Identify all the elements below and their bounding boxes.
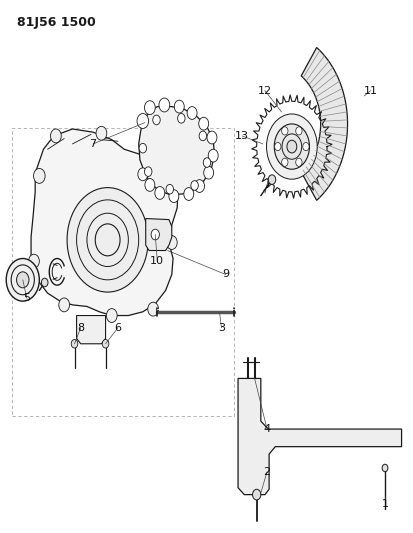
Circle shape: [137, 114, 148, 128]
Text: 8: 8: [77, 323, 84, 333]
Circle shape: [268, 175, 275, 184]
Circle shape: [59, 298, 69, 312]
Circle shape: [198, 117, 208, 130]
Text: 4: 4: [263, 424, 270, 434]
Circle shape: [266, 114, 316, 179]
Circle shape: [187, 107, 197, 119]
Text: 13: 13: [235, 131, 249, 141]
Circle shape: [174, 100, 184, 113]
Circle shape: [274, 142, 280, 151]
Text: 12: 12: [257, 86, 271, 95]
Circle shape: [28, 254, 39, 268]
Circle shape: [273, 124, 309, 169]
Circle shape: [203, 166, 213, 179]
Polygon shape: [301, 47, 347, 200]
Circle shape: [102, 340, 109, 348]
Circle shape: [138, 168, 147, 181]
Polygon shape: [76, 316, 105, 344]
Circle shape: [166, 236, 177, 249]
Circle shape: [50, 129, 61, 143]
Circle shape: [144, 101, 155, 115]
Circle shape: [106, 309, 117, 322]
Polygon shape: [237, 378, 401, 495]
Polygon shape: [31, 129, 178, 316]
Circle shape: [71, 340, 78, 348]
Text: 9: 9: [221, 270, 229, 279]
Circle shape: [177, 114, 185, 123]
Circle shape: [145, 179, 154, 191]
Text: 3: 3: [218, 323, 224, 333]
Text: 1: 1: [381, 499, 387, 508]
Circle shape: [295, 158, 301, 166]
Polygon shape: [145, 219, 171, 251]
Circle shape: [295, 127, 301, 135]
Circle shape: [144, 167, 152, 176]
Circle shape: [286, 140, 296, 153]
Text: 7: 7: [89, 139, 97, 149]
Circle shape: [152, 115, 160, 125]
Circle shape: [199, 131, 206, 141]
Circle shape: [302, 142, 309, 151]
Circle shape: [17, 272, 29, 288]
Circle shape: [183, 188, 193, 200]
Text: 81J56 1500: 81J56 1500: [17, 16, 95, 29]
Circle shape: [170, 180, 181, 193]
Circle shape: [381, 464, 387, 472]
Text: 5: 5: [24, 294, 30, 303]
Circle shape: [6, 259, 39, 301]
Circle shape: [33, 168, 45, 183]
Circle shape: [206, 131, 216, 144]
Circle shape: [281, 158, 287, 166]
Circle shape: [281, 127, 287, 135]
Circle shape: [190, 181, 198, 190]
Circle shape: [139, 143, 146, 153]
Text: 2: 2: [263, 467, 270, 477]
Circle shape: [147, 302, 158, 316]
Circle shape: [208, 149, 218, 162]
Circle shape: [143, 150, 154, 164]
Circle shape: [151, 229, 159, 240]
Circle shape: [41, 278, 48, 287]
Circle shape: [203, 158, 210, 167]
Circle shape: [169, 190, 178, 203]
Text: 11: 11: [363, 86, 377, 95]
Polygon shape: [138, 107, 214, 195]
Bar: [12, 128, 233, 416]
Circle shape: [194, 180, 204, 192]
Text: 6: 6: [114, 323, 121, 333]
Circle shape: [166, 184, 173, 194]
Circle shape: [159, 98, 169, 112]
Circle shape: [96, 126, 107, 140]
Circle shape: [154, 187, 164, 199]
Text: 10: 10: [150, 256, 164, 266]
Circle shape: [67, 188, 148, 292]
Circle shape: [252, 489, 260, 500]
